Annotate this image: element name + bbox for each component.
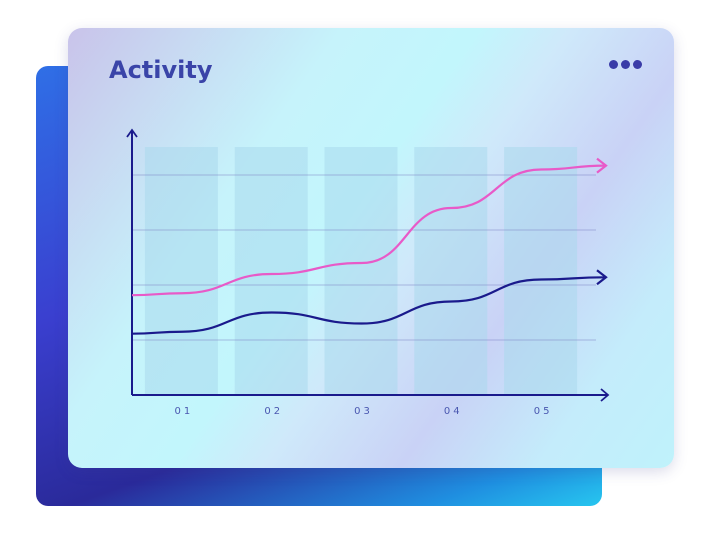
card-title: Activity — [109, 56, 213, 84]
x-tick-label: 05 — [534, 406, 553, 417]
x-axis-arrow-icon — [600, 388, 610, 402]
y-axis-arrow-icon — [126, 128, 138, 138]
more-horizontal-icon[interactable] — [609, 60, 642, 69]
series-line-2 — [131, 276, 606, 335]
x-tick-label: 03 — [354, 406, 373, 417]
background-bar — [324, 147, 398, 395]
background-bar — [234, 147, 308, 395]
series-line-1 — [131, 164, 606, 297]
background-bar — [414, 147, 488, 395]
background-bar — [504, 147, 578, 395]
background-bar — [144, 147, 218, 395]
series-arrow-icon — [596, 269, 608, 286]
series-arrow-icon — [596, 157, 608, 174]
x-tick-label: 02 — [264, 406, 283, 417]
x-tick-label: 04 — [444, 406, 463, 417]
x-tick-label: 01 — [175, 406, 194, 417]
